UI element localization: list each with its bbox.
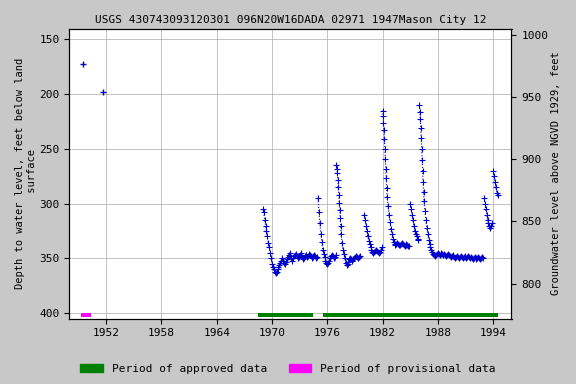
Bar xyxy=(81,313,90,318)
Y-axis label: Depth to water level, feet below land
 surface: Depth to water level, feet below land su… xyxy=(15,58,37,289)
Y-axis label: Groundwater level above NGVD 1929, feet: Groundwater level above NGVD 1929, feet xyxy=(551,52,561,295)
Legend: Period of approved data, Period of provisional data: Period of approved data, Period of provi… xyxy=(76,359,500,379)
Bar xyxy=(323,313,498,318)
Bar xyxy=(258,313,313,318)
Title: USGS 430743093120301 096N20W16DADA 02971 1947Mason City 12: USGS 430743093120301 096N20W16DADA 02971… xyxy=(94,15,486,25)
